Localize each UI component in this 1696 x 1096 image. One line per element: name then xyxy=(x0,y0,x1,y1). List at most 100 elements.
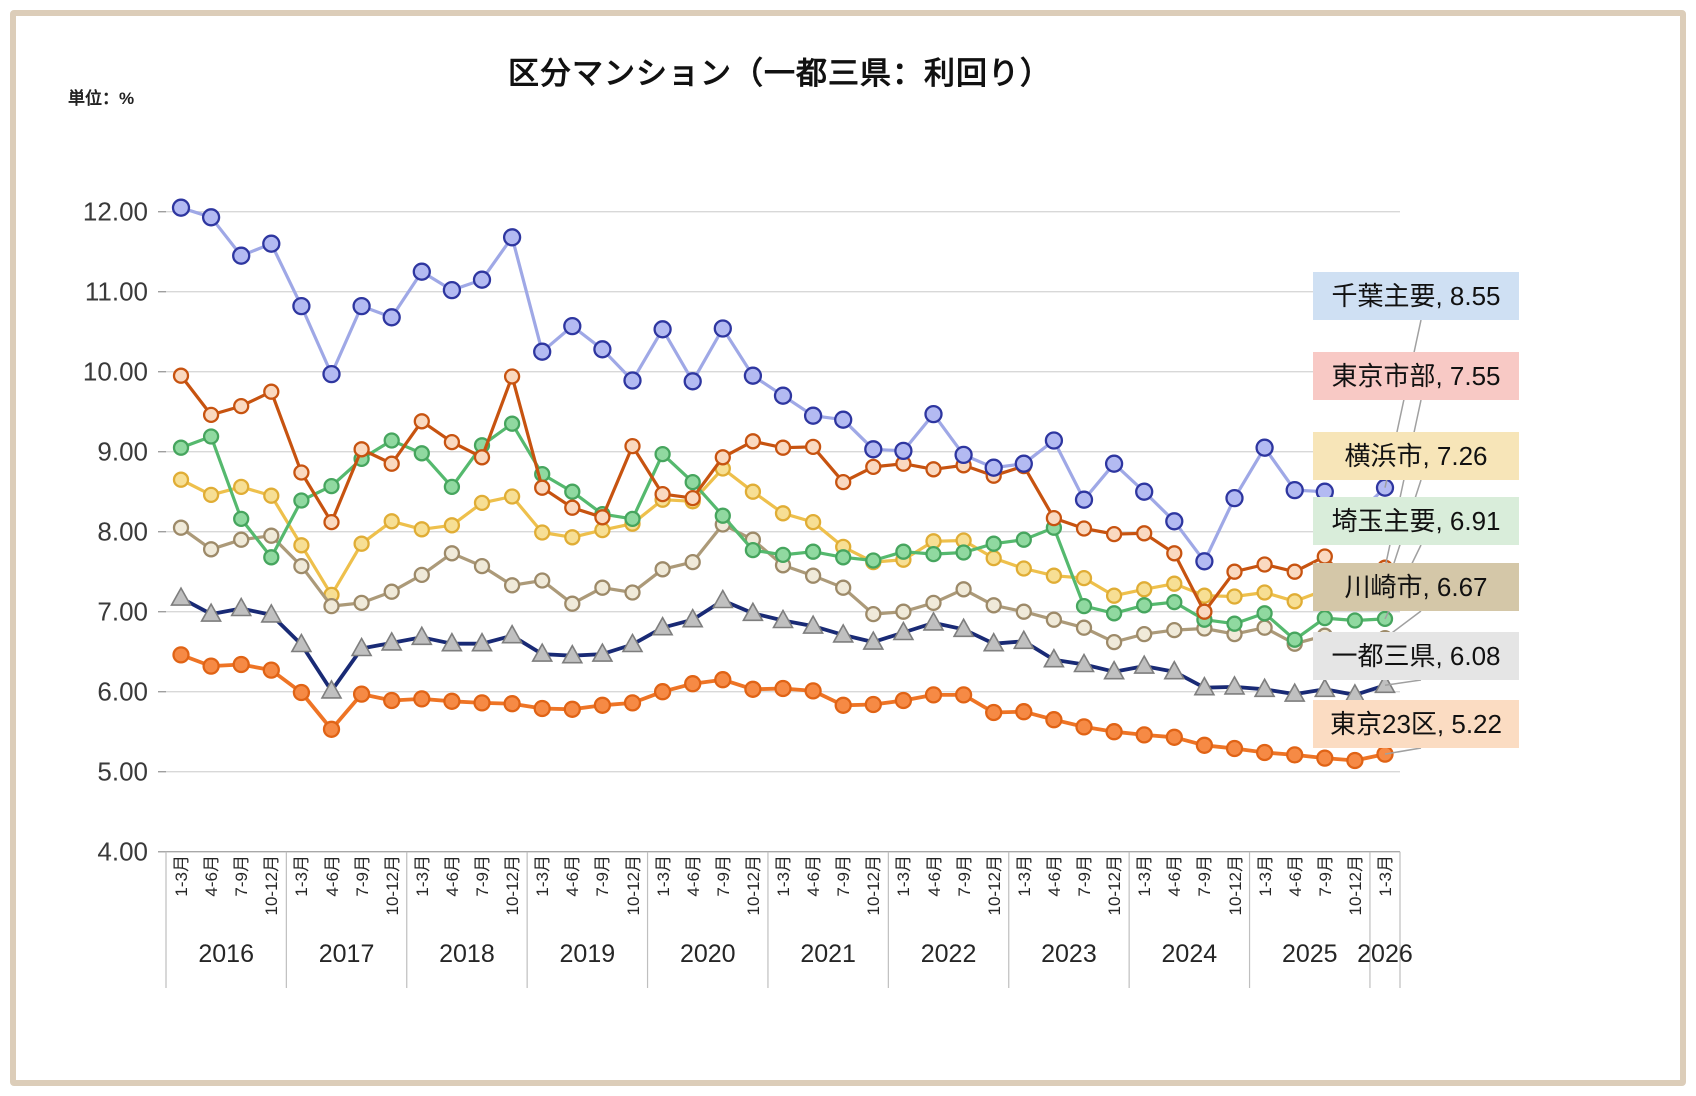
quarter-label: 7-9月 xyxy=(352,855,372,897)
data-point xyxy=(1105,525,1123,543)
data-point xyxy=(1256,619,1273,636)
quarter-label: 1-3月 xyxy=(533,855,553,897)
data-point xyxy=(1074,490,1094,509)
data-point xyxy=(864,440,883,459)
data-point xyxy=(714,449,731,466)
data-point xyxy=(501,624,523,644)
data-point xyxy=(804,543,822,560)
data-point xyxy=(1253,677,1276,698)
year-label-2023: 2023 xyxy=(1041,940,1097,968)
data-point xyxy=(1075,619,1093,636)
data-point xyxy=(683,372,702,391)
data-point xyxy=(353,441,370,458)
data-point xyxy=(804,682,822,700)
data-point xyxy=(202,428,220,445)
y-axis-label: 4.00 xyxy=(97,837,148,867)
year-label-2022: 2022 xyxy=(920,940,977,968)
data-point xyxy=(1015,703,1033,721)
data-point xyxy=(172,471,190,488)
data-point xyxy=(441,632,463,652)
data-point xyxy=(1135,482,1154,501)
data-point xyxy=(985,549,1002,567)
data-point xyxy=(413,413,430,430)
quarter-label: 7-9月 xyxy=(473,855,492,897)
data-point xyxy=(1223,675,1246,695)
year-label-2025: 2025 xyxy=(1281,940,1338,968)
data-point xyxy=(383,583,400,600)
data-point xyxy=(743,366,763,385)
legend-kawasaki: 川崎市, 6.67 xyxy=(1313,563,1519,611)
data-point xyxy=(290,632,313,653)
data-point xyxy=(744,541,762,559)
quarter-label: 7-9月 xyxy=(232,855,252,897)
data-point xyxy=(232,246,251,265)
data-point xyxy=(353,535,370,552)
data-point xyxy=(624,510,641,528)
data-point xyxy=(202,657,220,675)
quarter-label: 4-6月 xyxy=(1044,855,1064,897)
quarter-label: 4-6月 xyxy=(563,855,583,897)
data-point xyxy=(260,603,283,623)
data-point xyxy=(982,632,1005,652)
data-point xyxy=(892,620,915,641)
data-point xyxy=(1346,612,1364,629)
data-point xyxy=(201,208,221,227)
quarter-label: 7-9月 xyxy=(1075,855,1094,897)
data-point xyxy=(233,531,250,548)
data-point xyxy=(1043,648,1065,668)
y-axis-label: 5.00 xyxy=(97,757,148,787)
data-point xyxy=(293,537,310,554)
quarter-label: 1-3月 xyxy=(1014,855,1034,897)
data-point xyxy=(200,602,222,622)
quarter-label: 1-3月 xyxy=(653,855,673,897)
data-point xyxy=(922,611,945,631)
quarter-label: 1-3月 xyxy=(894,855,914,897)
data-point xyxy=(773,386,793,405)
data-point xyxy=(654,561,671,578)
quarter-label: 1-3月 xyxy=(774,855,793,897)
data-point xyxy=(862,630,885,650)
data-point xyxy=(1073,652,1095,673)
data-point xyxy=(534,572,551,589)
data-point xyxy=(802,614,824,634)
data-point xyxy=(744,680,762,698)
data-point xyxy=(865,605,882,623)
y-axis-label: 6.00 xyxy=(97,677,148,707)
data-point xyxy=(232,655,250,674)
data-point xyxy=(1015,603,1032,620)
data-point xyxy=(1316,609,1333,627)
data-point xyxy=(714,671,732,689)
data-point xyxy=(1283,682,1306,702)
quarter-label: 1-3月 xyxy=(1376,855,1395,897)
quarter-label: 7-9月 xyxy=(593,855,613,897)
quarter-label: 1-3月 xyxy=(412,855,432,897)
data-point xyxy=(623,371,642,390)
data-point xyxy=(263,383,280,400)
data-point xyxy=(954,686,973,704)
data-point xyxy=(263,549,280,566)
data-point xyxy=(383,432,400,449)
quarter-label: 4-6月 xyxy=(1165,855,1185,897)
data-point xyxy=(774,546,792,564)
data-point xyxy=(1133,654,1156,674)
data-point xyxy=(1256,584,1273,601)
data-point xyxy=(1165,728,1183,746)
data-point xyxy=(202,486,220,504)
data-point xyxy=(534,479,551,496)
data-point xyxy=(1105,605,1123,622)
data-point xyxy=(233,397,250,415)
quarter-label: 7-9月 xyxy=(834,855,854,897)
data-point xyxy=(1045,611,1063,628)
data-point xyxy=(1313,677,1336,698)
quarter-label: 4-6月 xyxy=(924,855,944,897)
data-point xyxy=(742,601,764,622)
data-point xyxy=(1045,567,1063,584)
data-point xyxy=(774,439,792,456)
data-point xyxy=(1105,723,1123,741)
data-point xyxy=(412,262,431,281)
y-axis-label: 12.00 xyxy=(83,197,148,227)
data-point xyxy=(293,492,310,509)
data-point xyxy=(894,691,913,710)
data-point xyxy=(564,595,581,612)
data-point xyxy=(711,588,734,609)
